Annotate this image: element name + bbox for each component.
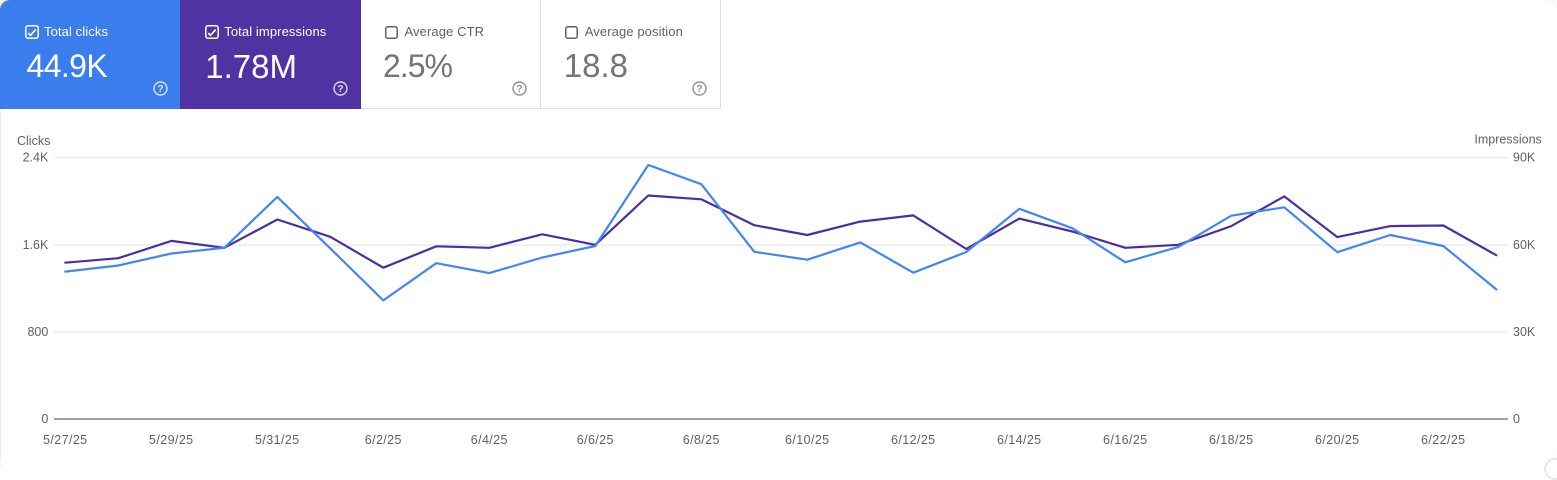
svg-text:0: 0 [41, 412, 48, 426]
svg-text:90K: 90K [1513, 151, 1536, 165]
svg-text:6/8/25: 6/8/25 [683, 433, 720, 447]
svg-text:6/18/25: 6/18/25 [1209, 433, 1254, 447]
svg-text:6/4/25: 6/4/25 [471, 433, 508, 447]
svg-text:6/16/25: 6/16/25 [1103, 433, 1148, 447]
svg-text:6/6/25: 6/6/25 [577, 433, 614, 447]
svg-text:0: 0 [1513, 412, 1520, 426]
svg-text:30K: 30K [1513, 325, 1536, 339]
svg-text:Clicks: Clicks [17, 134, 50, 148]
svg-text:6/10/25: 6/10/25 [785, 433, 830, 447]
svg-text:?: ? [337, 83, 343, 95]
svg-text:800: 800 [27, 325, 48, 339]
svg-text:2.4K: 2.4K [23, 151, 49, 165]
svg-text:5/29/25: 5/29/25 [149, 433, 194, 447]
svg-text:60K: 60K [1513, 238, 1536, 252]
svg-text:1.6K: 1.6K [23, 238, 49, 252]
svg-text:?: ? [157, 83, 163, 95]
svg-text:Impressions: Impressions [1474, 133, 1541, 147]
svg-text:6/20/25: 6/20/25 [1315, 433, 1360, 447]
svg-text:6/22/25: 6/22/25 [1421, 433, 1466, 447]
svg-text:?: ? [516, 83, 522, 95]
svg-text:6/2/25: 6/2/25 [365, 433, 402, 447]
svg-text:6/14/25: 6/14/25 [997, 433, 1042, 447]
svg-text:?: ? [697, 83, 703, 95]
svg-text:5/31/25: 5/31/25 [255, 433, 300, 447]
svg-text:5/27/25: 5/27/25 [43, 433, 88, 447]
svg-text:6/12/25: 6/12/25 [891, 433, 936, 447]
